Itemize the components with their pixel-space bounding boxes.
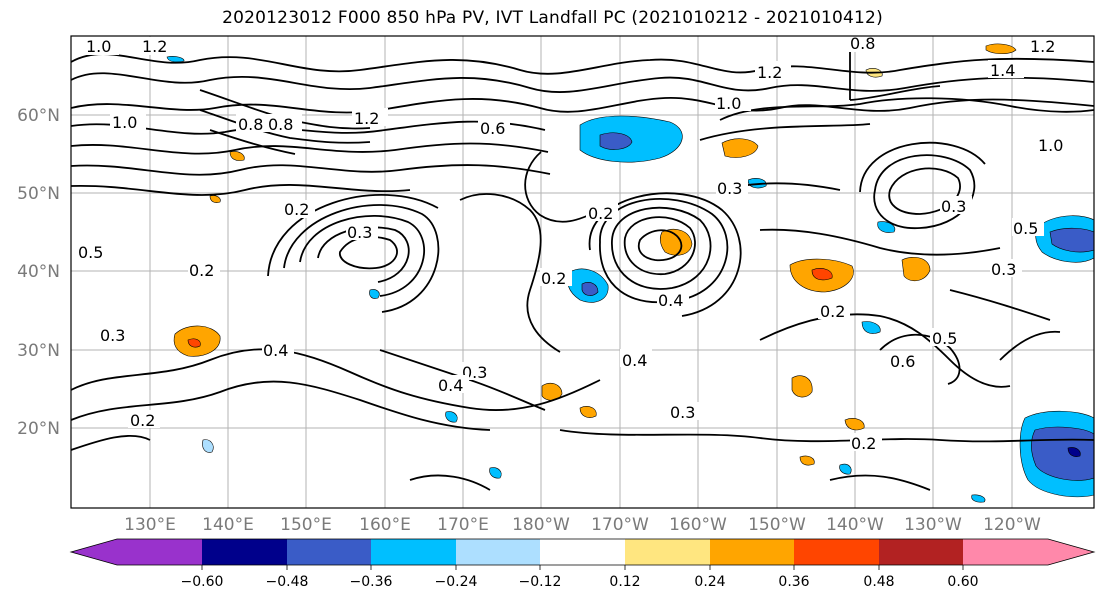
lat-label-40n: 40°N	[17, 262, 60, 282]
colorbar-tick-label: 0.36	[778, 574, 809, 590]
colorbar-tick-label: 0.48	[863, 574, 894, 590]
contour-label: 0.4	[263, 341, 288, 360]
contour-label: 0.8	[238, 115, 263, 134]
contour-label: 0.3	[100, 326, 125, 345]
contour-label: 0.4	[438, 376, 463, 395]
contour-label: 0.4	[622, 351, 647, 370]
contour-label: 0.2	[130, 411, 155, 430]
contour-label: 0.2	[541, 269, 566, 288]
contour-label: 1.2	[757, 63, 782, 82]
lon-label-120w: 120°W	[983, 515, 1041, 535]
colorbar-segment	[710, 539, 794, 565]
lon-label-130e: 130°E	[124, 515, 176, 535]
colorbar-extend-max	[963, 539, 1094, 565]
colorbar-tick-label: −0.24	[435, 574, 478, 590]
lon-label-150w: 150°W	[748, 515, 806, 535]
colorbar-tick-label: −0.12	[519, 574, 562, 590]
contour-label: 1.2	[142, 37, 167, 56]
lon-label-170e: 170°E	[437, 515, 489, 535]
colorbar-segment	[202, 539, 287, 565]
lat-label-20n: 20°N	[17, 419, 60, 439]
latitude-labels: 60°N 50°N 40°N 30°N 20°N	[17, 106, 60, 439]
contour-label: 0.2	[588, 204, 613, 223]
colorbar-segment	[287, 539, 371, 565]
lon-label-130w: 130°W	[904, 515, 962, 535]
lon-label-170w: 170°W	[591, 515, 649, 535]
map-frame	[70, 35, 1095, 509]
lat-label-50n: 50°N	[17, 184, 60, 204]
lat-label-30n: 30°N	[17, 341, 60, 361]
colorbar-tick-label: −0.48	[266, 574, 309, 590]
positive-patch-low	[660, 229, 693, 256]
contour-label: 1.4	[990, 61, 1015, 80]
contour-label: 0.2	[820, 302, 845, 321]
colorbar-segment	[117, 539, 202, 565]
contour-label: 0.3	[941, 197, 966, 216]
contour-labels: 1.0 1.2 1.2 1.0 0.8 0.8 0.6 0.2 0.2 0.3 …	[76, 34, 1072, 453]
contour-label: 1.0	[1038, 136, 1063, 155]
negative-patch-bering	[579, 115, 683, 163]
colorbar-segment	[371, 539, 456, 565]
colorbar-tick-label: 0.60	[947, 574, 978, 590]
contour-label: 0.3	[670, 403, 695, 422]
pv-contours	[71, 40, 1094, 491]
lon-label-140e: 140°E	[202, 515, 254, 535]
contour-label: 0.5	[1013, 219, 1038, 238]
colorbar-tick-label: 0.12	[609, 574, 640, 590]
colorbar-extend-min	[71, 539, 117, 565]
colorbar-segment	[794, 539, 879, 565]
lon-label-160w: 160°W	[669, 515, 727, 535]
contour-label: 0.5	[932, 329, 957, 348]
contour-label: 0.3	[991, 260, 1016, 279]
contour-label: 0.6	[890, 352, 915, 371]
contour-label: 0.5	[78, 243, 103, 262]
lon-label-140w: 140°W	[826, 515, 884, 535]
contour-label: 0.2	[851, 434, 876, 453]
colorbar-segment	[879, 539, 963, 565]
contour-label: 1.2	[354, 109, 379, 128]
contour-label: 0.3	[347, 223, 372, 242]
positive-patch-north	[721, 138, 759, 158]
contour-label: 0.4	[658, 291, 683, 310]
lat-label-60n: 60°N	[17, 106, 60, 126]
contour-label: 0.8	[850, 34, 875, 53]
colorbar-segment	[456, 539, 540, 565]
contour-label: 0.6	[480, 119, 505, 138]
contour-label: 0.3	[717, 179, 742, 198]
contour-label: 0.2	[284, 200, 309, 219]
longitude-labels: 130°E 140°E 150°E 160°E 170°E 180°W 170°…	[124, 515, 1041, 535]
colorbar: −0.60 −0.48 −0.36 −0.24 −0.12 0.12 0.24 …	[69, 538, 1096, 590]
lon-label-180w: 180°W	[512, 515, 570, 535]
contour-label: 0.2	[189, 261, 214, 280]
colorbar-tick-label: −0.36	[350, 574, 393, 590]
lon-label-160e: 160°E	[359, 515, 411, 535]
lon-label-150e: 150°E	[280, 515, 332, 535]
contour-label: 1.0	[86, 37, 111, 56]
contour-low-center	[637, 229, 683, 262]
contour-label: 1.0	[112, 113, 137, 132]
colorbar-tick-label: 0.24	[694, 574, 725, 590]
contour-label: 1.2	[1030, 37, 1055, 56]
colorbar-segment	[625, 539, 710, 565]
contour-label: 1.0	[716, 94, 741, 113]
contour-label: 0.8	[268, 115, 293, 134]
colorbar-tick-label: −0.60	[181, 574, 224, 590]
map-title: 2020123012 F000 850 hPa PV, IVT Landfall…	[222, 8, 883, 28]
colorbar-segment	[540, 539, 625, 565]
